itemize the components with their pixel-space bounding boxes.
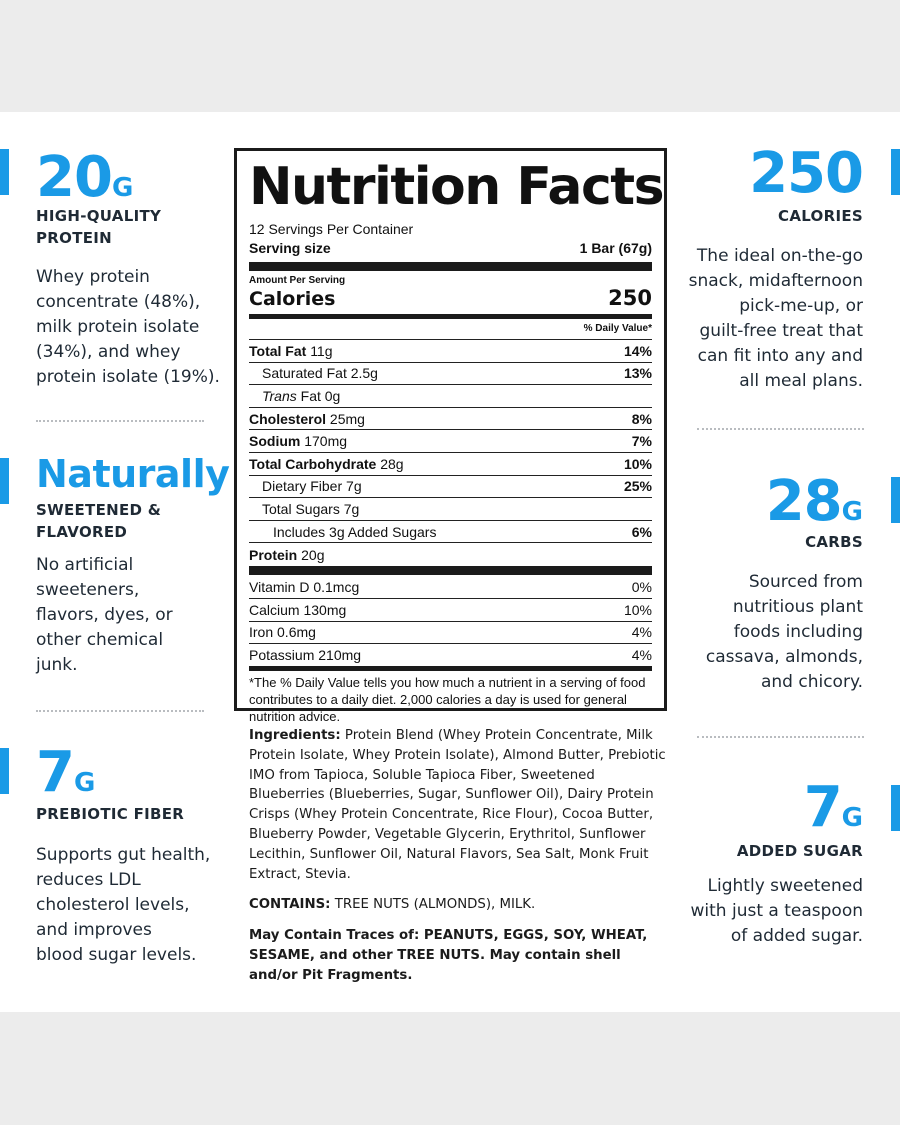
nutrient-row-total-sugars: Total Sugars 7g: [249, 497, 652, 520]
accent-bar: [0, 149, 9, 195]
divider: [697, 736, 864, 738]
left-stat-3-description: Supports gut health, reduces LDL cholester…: [36, 845, 211, 965]
serving-size-row: Serving size 1 Bar (67g): [249, 238, 652, 262]
calories-row: Calories 250: [249, 286, 652, 314]
left-stat-2-value: Naturally: [36, 452, 230, 496]
serving-size-label: Serving size: [249, 240, 331, 256]
right-stat-1-description: The ideal on-the-go snack, midafternoon pi…: [688, 246, 863, 391]
nutrient-row-total-carbohydrate: Total Carbohydrate 28g 10%: [249, 451, 652, 475]
right-stat-2-description: Sourced from nutritious plant foods includ…: [705, 572, 863, 692]
right-stat-3-title: ADDED SUGAR: [736, 842, 863, 860]
servings-per-container: 12 Servings Per Container: [249, 221, 414, 237]
divider: [36, 420, 204, 422]
nutrition-facts-title: Nutrition Facts: [249, 157, 665, 217]
vitamin-row-iron: Iron 0.6mg 4%: [249, 620, 652, 644]
allergen-contains: CONTAINS: TREE NUTS (ALMONDS), MILK.: [249, 897, 536, 913]
right-stat-1-title: CALORIES: [778, 207, 863, 225]
left-stat-3-value: 7G: [36, 740, 96, 805]
right-stat-2-title: CARBS: [805, 533, 863, 551]
right-stat-1-value: 250: [749, 141, 864, 206]
left-stat-1-description: Whey protein concentrate (48%), milk prote…: [36, 267, 220, 387]
right-stat-3-value: 7G: [803, 775, 863, 840]
accent-bar: [0, 748, 9, 794]
right-stat-3-description: Lightly sweetened with just a teaspoon of …: [690, 876, 863, 946]
ingredients-text: Ingredients: Protein Blend (Whey Protein…: [249, 728, 666, 882]
accent-bar: [891, 477, 900, 523]
nutrient-row-dietary-fiber: Dietary Fiber 7g 25%: [249, 474, 652, 498]
daily-value-footnote: *The % Daily Value tells you how much a …: [249, 674, 646, 724]
left-stat-2-description: No artificial sweeteners, flavors, dyes, o…: [36, 555, 173, 675]
allergen-traces: May Contain Traces of: PEANUTS, EGGS, SO…: [249, 928, 648, 983]
nutrient-row-added-sugars: Includes 3g Added Sugars 6%: [249, 519, 652, 543]
left-stat-1-title: HIGH-QUALITY PROTEIN: [36, 207, 162, 247]
right-stat-2-value: 28G: [765, 469, 863, 534]
nutrient-row-sodium: Sodium 170mg 7%: [249, 429, 652, 452]
accent-bar: [891, 785, 900, 831]
serving-size-value: 1 Bar (67g): [579, 240, 652, 256]
daily-value-header: % Daily Value*: [583, 323, 652, 334]
calories-label: Calories: [249, 288, 336, 310]
nutrient-row-saturated-fat: Saturated Fat 2.5g 13%: [249, 361, 652, 385]
accent-bar: [891, 149, 900, 195]
calories-value: 250: [608, 286, 652, 310]
left-stat-1-value: 20G: [36, 145, 134, 210]
nutrient-row-cholesterol: Cholesterol 25mg 8%: [249, 406, 652, 430]
left-stat-3-title: PREBIOTIC FIBER: [36, 805, 185, 823]
divider: [697, 428, 864, 430]
nutrient-row-trans-fat: Trans Fat 0g: [249, 384, 652, 407]
vitamin-row-potassium: Potassium 210mg 4%: [249, 643, 652, 666]
accent-bar: [0, 458, 9, 504]
vitamin-row-d: Vitamin D 0.1mcg 0%: [249, 578, 652, 595]
vitamin-row-calcium: Calcium 130mg 10%: [249, 597, 652, 621]
nutrient-row-total-fat: Total Fat 11g 14%: [249, 339, 652, 362]
divider: [36, 710, 204, 712]
nutrient-row-protein: Protein 20g: [249, 542, 652, 566]
ingredients-block: Ingredients: Protein Blend (Whey Protein…: [249, 726, 669, 997]
nutrition-facts-label: Nutrition Facts 12 Servings Per Containe…: [234, 148, 667, 724]
left-stat-2-title: SWEETENED & FLAVORED: [36, 501, 162, 541]
amount-per-serving: Amount Per Serving: [249, 275, 346, 286]
